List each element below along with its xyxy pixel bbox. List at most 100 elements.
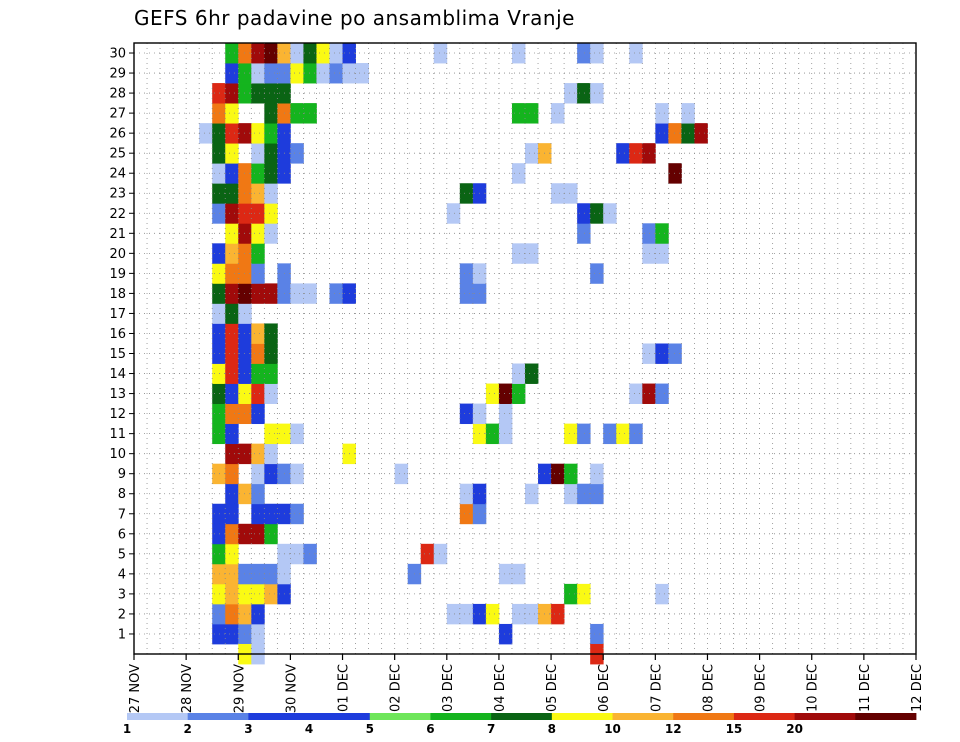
heatmap-cell xyxy=(225,423,239,445)
heatmap-cell xyxy=(303,63,317,84)
heatmap-cell xyxy=(225,223,239,244)
heatmap-cell xyxy=(525,243,539,264)
heatmap-cell xyxy=(590,43,604,64)
heatmap-cell xyxy=(251,583,265,605)
heatmap-cell xyxy=(212,423,226,445)
heatmap-cell xyxy=(459,263,474,284)
y-tick-label: 12 xyxy=(109,407,126,422)
heatmap-cell xyxy=(264,183,278,204)
heatmap-cell xyxy=(212,503,226,525)
heatmap-cell xyxy=(303,283,317,304)
y-tick-label: 22 xyxy=(109,207,126,222)
heatmap-cell xyxy=(212,523,226,545)
heatmap-cell xyxy=(225,303,239,324)
heatmap-cell xyxy=(251,463,265,485)
heatmap-cell xyxy=(264,103,278,124)
heatmap-cell xyxy=(485,383,500,404)
heatmap-cell xyxy=(303,103,317,124)
heatmap-cell xyxy=(551,103,565,124)
heatmap-cell xyxy=(225,143,239,164)
heatmap-cell xyxy=(264,83,278,104)
heatmap-cell xyxy=(511,363,526,384)
heatmap-cell xyxy=(564,483,578,505)
heatmap-cell xyxy=(498,563,513,585)
heatmap-cell xyxy=(577,583,591,605)
x-tick-label: 11 DEC xyxy=(858,664,873,712)
heatmap-cell xyxy=(264,583,278,605)
heatmap-cell xyxy=(212,303,226,324)
heatmap-cell xyxy=(459,483,474,505)
colorbar-label: 20 xyxy=(786,722,803,736)
heatmap-cell xyxy=(668,343,682,364)
heatmap-cell xyxy=(225,123,239,144)
x-axis-ticks: 27 NOV 28 NOV 29 NOV 30 NOV 01 DEC 02 DEC 03 D… xyxy=(128,654,925,713)
colorbar-swatch xyxy=(733,713,796,720)
heatmap-cell xyxy=(264,343,278,364)
heatmap-cell xyxy=(655,583,669,605)
heatmap-cell xyxy=(212,623,226,645)
heatmap-cell xyxy=(212,463,226,485)
heatmap-cell xyxy=(459,183,474,204)
heatmap-cell xyxy=(225,583,239,605)
heatmap-cell xyxy=(290,103,304,124)
heatmap-cell xyxy=(681,103,695,124)
y-tick-label: 4 xyxy=(118,567,126,582)
x-tick-label: 10 DEC xyxy=(806,664,821,712)
heatmap-cell xyxy=(264,563,278,585)
x-tick-label: 09 DEC xyxy=(754,664,769,712)
colorbar-label: 8 xyxy=(548,722,556,736)
heatmap-cell xyxy=(433,43,448,64)
heatmap-cell xyxy=(629,143,643,164)
heatmap-cell xyxy=(681,123,695,144)
heatmap-cell xyxy=(525,603,539,625)
heatmap-cell xyxy=(251,143,265,164)
heatmap-cell xyxy=(655,343,669,364)
y-tick-label: 23 xyxy=(109,187,126,202)
heatmap-cell xyxy=(212,203,226,224)
heatmap-cell xyxy=(290,463,304,485)
y-tick-label: 16 xyxy=(109,327,126,342)
heatmap-cell xyxy=(212,163,226,184)
heatmap-cell xyxy=(264,43,278,64)
heatmap-cell xyxy=(212,363,226,384)
heatmap-cell xyxy=(590,83,604,104)
heatmap-cell xyxy=(212,283,226,304)
colorbar-swatch xyxy=(491,713,553,720)
heatmap-cell xyxy=(225,503,239,525)
y-tick-label: 25 xyxy=(109,147,126,162)
y-tick-label: 24 xyxy=(109,167,126,182)
x-tick-label: 03 DEC xyxy=(441,664,456,712)
y-axis-ticks: 1234567891011121314151617181920212223242… xyxy=(109,47,134,642)
colorbar-swatch xyxy=(855,713,917,720)
colorbar-swatch xyxy=(430,713,492,720)
heatmap-cell xyxy=(616,143,630,164)
heatmap-cell xyxy=(511,43,526,64)
heatmap-cell xyxy=(264,163,278,184)
heatmap-cell xyxy=(251,323,265,344)
heatmap-cell xyxy=(264,63,278,84)
heatmap-cell xyxy=(225,323,239,344)
heatmap-cell xyxy=(551,463,565,485)
heatmap-cell xyxy=(459,403,474,425)
heatmap-cell xyxy=(212,263,226,284)
heatmap-cell xyxy=(264,323,278,344)
heatmap-cell xyxy=(525,103,539,124)
heatmap-cell xyxy=(290,423,304,445)
heatmap-cell xyxy=(355,63,369,84)
heatmap-cell xyxy=(433,543,448,565)
heatmap-cell xyxy=(329,63,343,84)
heatmap-cell xyxy=(564,183,578,204)
heatmap-cell xyxy=(551,183,565,204)
heatmap-cell xyxy=(251,623,265,645)
heatmap-cell xyxy=(251,183,265,204)
heatmap-cell xyxy=(420,543,435,565)
heatmap-cell xyxy=(511,383,526,404)
heatmap-cell xyxy=(655,243,669,264)
heatmap-cell xyxy=(485,603,500,625)
heatmap-cell xyxy=(694,123,708,144)
heatmap-cell xyxy=(485,423,500,445)
colorbar-label: 3 xyxy=(244,722,252,736)
heatmap-cell xyxy=(251,243,265,264)
heatmap-cell xyxy=(590,623,604,645)
heatmap-cell xyxy=(251,123,265,144)
